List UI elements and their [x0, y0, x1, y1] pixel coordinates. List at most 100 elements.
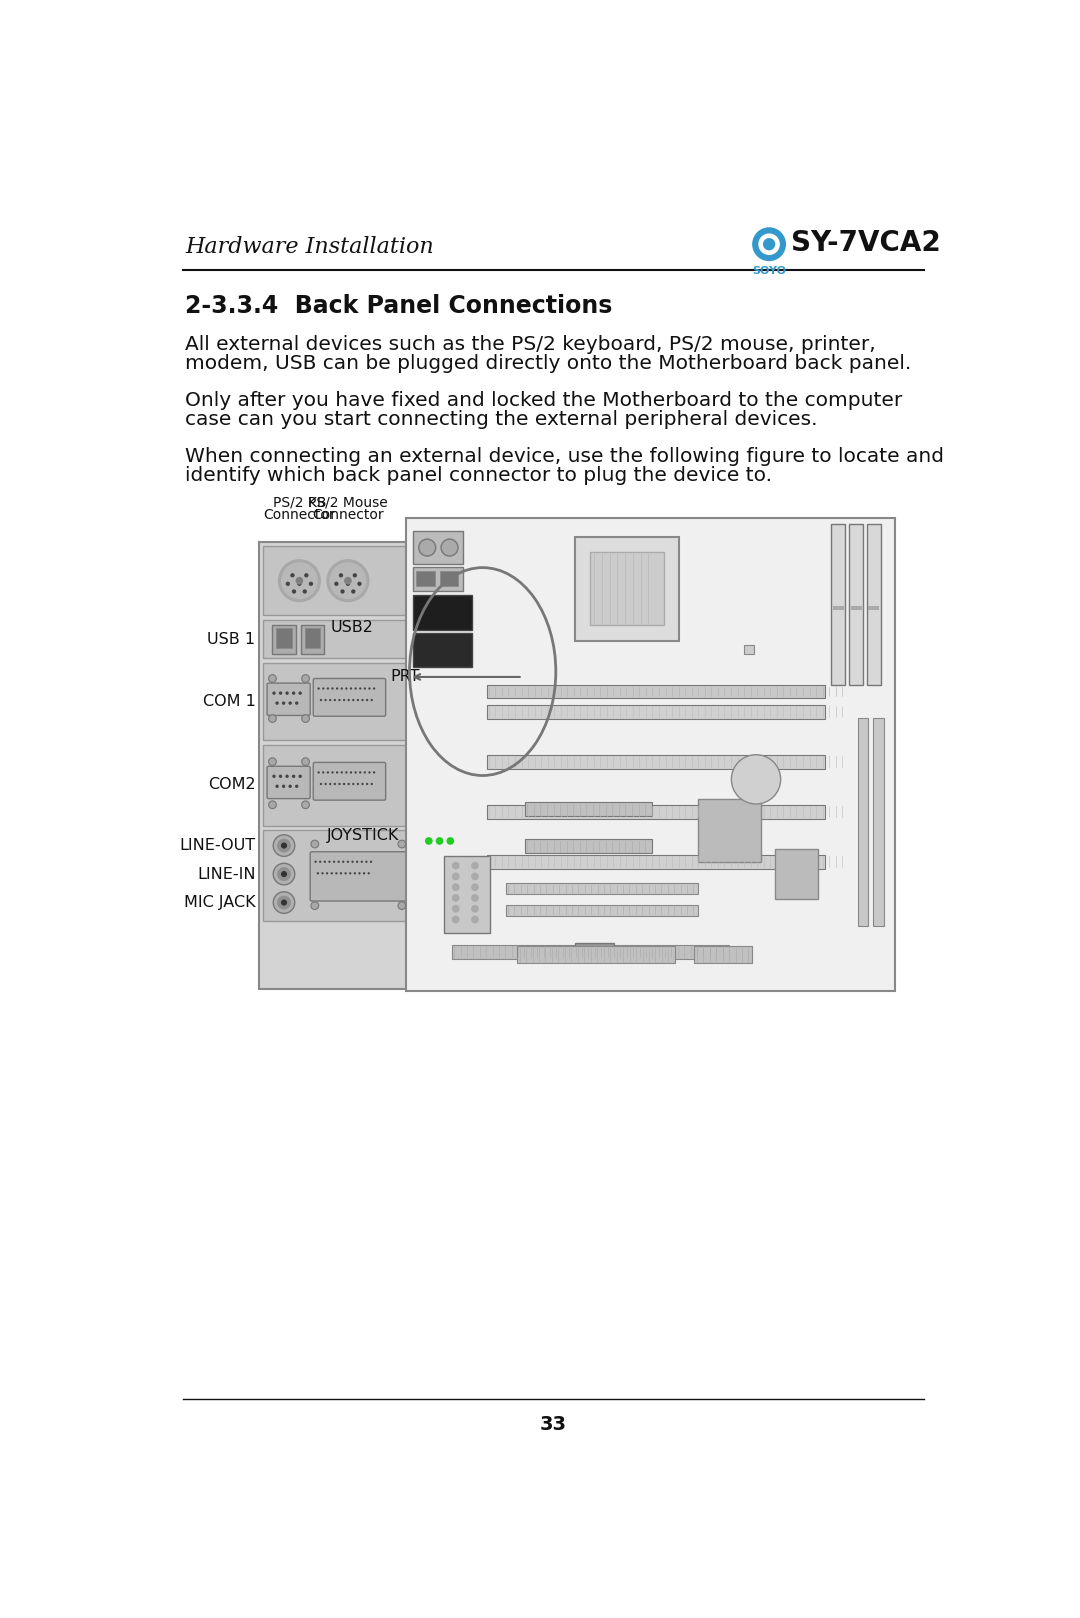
FancyBboxPatch shape	[525, 803, 652, 817]
Circle shape	[359, 772, 362, 773]
FancyBboxPatch shape	[267, 683, 310, 715]
FancyBboxPatch shape	[414, 594, 472, 629]
FancyBboxPatch shape	[264, 744, 414, 825]
Circle shape	[281, 561, 318, 599]
Circle shape	[272, 691, 275, 694]
Circle shape	[292, 691, 295, 694]
Circle shape	[282, 785, 285, 788]
Circle shape	[340, 872, 342, 874]
FancyBboxPatch shape	[444, 856, 490, 934]
Circle shape	[332, 772, 334, 773]
Circle shape	[366, 783, 368, 785]
Circle shape	[471, 904, 478, 913]
Circle shape	[446, 837, 455, 845]
FancyBboxPatch shape	[264, 663, 414, 739]
Circle shape	[419, 539, 435, 557]
Circle shape	[370, 699, 373, 701]
Circle shape	[346, 772, 348, 773]
Circle shape	[328, 861, 330, 862]
FancyBboxPatch shape	[486, 854, 825, 869]
Circle shape	[342, 861, 345, 862]
Circle shape	[324, 861, 326, 862]
Circle shape	[278, 560, 321, 602]
Circle shape	[324, 699, 327, 701]
Circle shape	[286, 581, 291, 586]
Circle shape	[278, 838, 291, 853]
FancyBboxPatch shape	[744, 644, 754, 654]
Circle shape	[291, 573, 295, 578]
Circle shape	[338, 783, 340, 785]
Circle shape	[354, 688, 356, 689]
Circle shape	[362, 699, 364, 701]
Circle shape	[471, 872, 478, 880]
Circle shape	[348, 699, 350, 701]
Circle shape	[339, 573, 343, 578]
FancyBboxPatch shape	[486, 754, 825, 769]
Circle shape	[272, 775, 275, 778]
Text: Hardware Installation: Hardware Installation	[186, 236, 434, 257]
Circle shape	[366, 699, 368, 701]
Circle shape	[319, 861, 322, 862]
Text: LINE-IN: LINE-IN	[197, 867, 256, 882]
Circle shape	[278, 896, 291, 909]
Text: SOYO: SOYO	[752, 265, 786, 277]
Circle shape	[471, 895, 478, 901]
Circle shape	[269, 757, 276, 765]
Circle shape	[338, 861, 340, 862]
Circle shape	[435, 837, 444, 845]
Circle shape	[752, 227, 786, 260]
FancyBboxPatch shape	[272, 625, 296, 654]
Circle shape	[330, 872, 333, 874]
FancyBboxPatch shape	[849, 524, 863, 686]
Circle shape	[343, 699, 346, 701]
Circle shape	[334, 783, 336, 785]
FancyBboxPatch shape	[851, 607, 862, 610]
Text: PRT: PRT	[390, 670, 420, 684]
Circle shape	[285, 691, 288, 694]
Circle shape	[332, 688, 334, 689]
FancyBboxPatch shape	[451, 945, 729, 959]
Circle shape	[373, 688, 375, 689]
Circle shape	[327, 688, 329, 689]
Circle shape	[273, 864, 295, 885]
Circle shape	[369, 861, 373, 862]
FancyBboxPatch shape	[259, 542, 417, 989]
Circle shape	[363, 872, 365, 874]
Circle shape	[327, 772, 329, 773]
Circle shape	[269, 675, 276, 683]
Circle shape	[356, 861, 359, 862]
Circle shape	[320, 699, 322, 701]
Circle shape	[301, 675, 309, 683]
Circle shape	[349, 872, 351, 874]
Text: case can you start connecting the external peripheral devices.: case can you start connecting the extern…	[186, 409, 818, 429]
Circle shape	[351, 589, 355, 594]
Circle shape	[298, 691, 302, 694]
Text: 33: 33	[540, 1414, 567, 1434]
Circle shape	[424, 837, 433, 845]
Circle shape	[441, 539, 458, 557]
Circle shape	[731, 754, 781, 804]
Text: COM2: COM2	[207, 777, 256, 793]
Circle shape	[346, 688, 348, 689]
Circle shape	[301, 715, 309, 722]
Circle shape	[285, 775, 288, 778]
Circle shape	[273, 892, 295, 913]
FancyBboxPatch shape	[867, 524, 881, 686]
Circle shape	[292, 589, 296, 594]
FancyBboxPatch shape	[833, 607, 843, 610]
Circle shape	[397, 840, 406, 848]
Circle shape	[329, 561, 366, 599]
Circle shape	[762, 238, 775, 251]
Circle shape	[352, 783, 354, 785]
Circle shape	[451, 916, 460, 924]
FancyBboxPatch shape	[694, 947, 752, 963]
FancyBboxPatch shape	[858, 718, 868, 925]
Text: MIC JACK: MIC JACK	[184, 895, 256, 909]
Text: LINE-OUT: LINE-OUT	[179, 838, 256, 853]
Circle shape	[305, 573, 309, 578]
Circle shape	[322, 772, 324, 773]
FancyBboxPatch shape	[486, 686, 825, 697]
Circle shape	[318, 772, 320, 773]
FancyBboxPatch shape	[873, 718, 883, 925]
Text: USB2: USB2	[330, 620, 373, 636]
